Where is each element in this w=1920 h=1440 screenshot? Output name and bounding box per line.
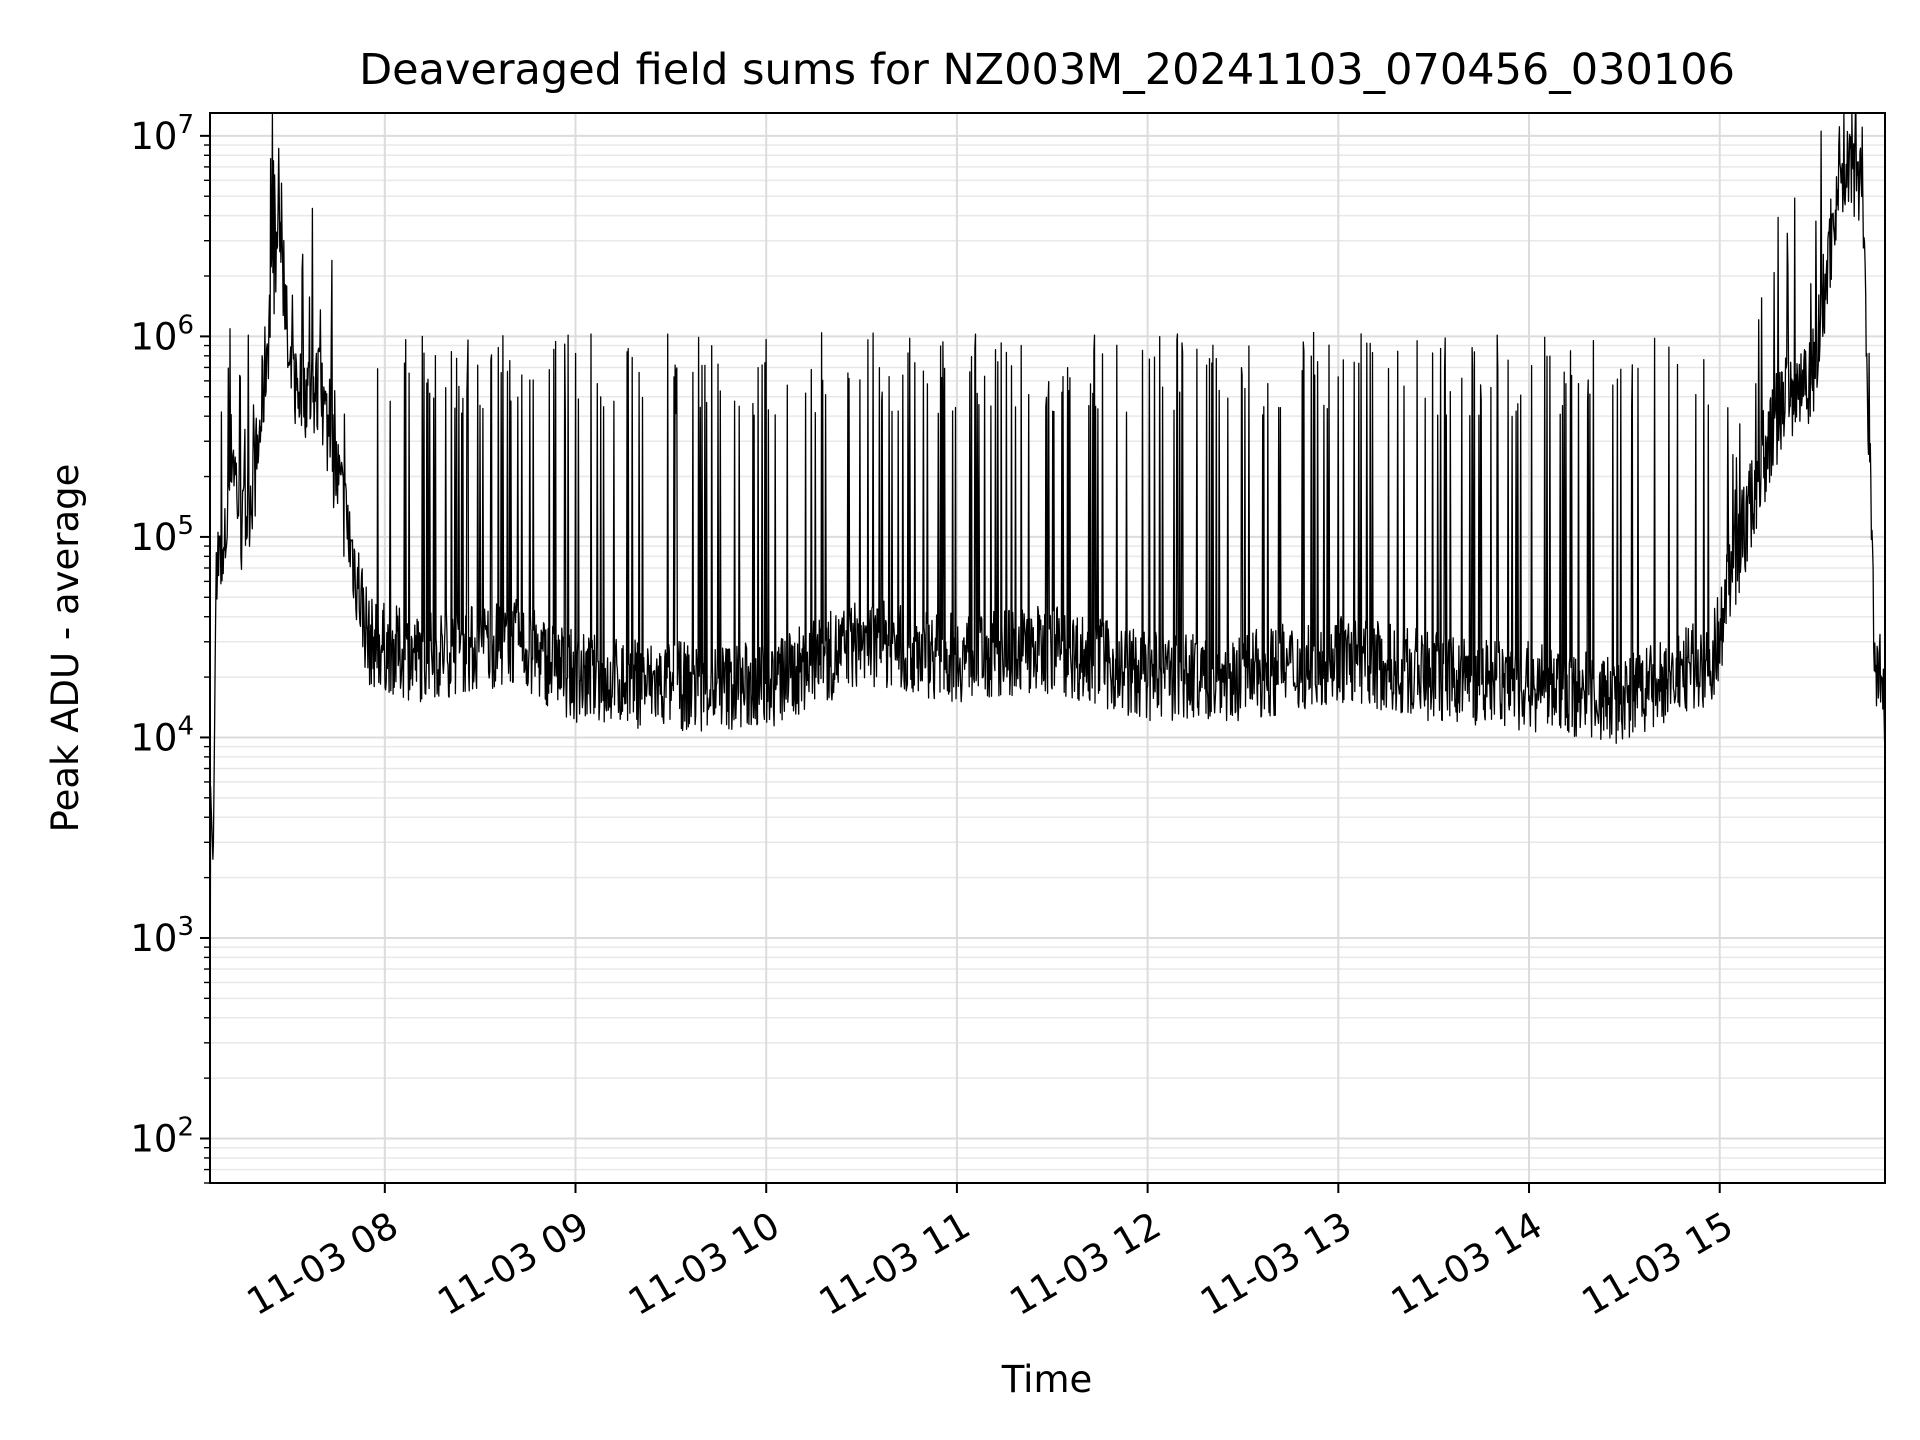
series-line — [209, 112, 1886, 1139]
y-tick-label: 106 — [130, 310, 194, 358]
y-tick-label-base: 10 — [130, 315, 177, 358]
y-tick-label-base: 10 — [130, 716, 177, 759]
plot-frame — [209, 112, 1886, 1184]
x-tick-label: 11-03 12 — [1003, 1204, 1169, 1324]
x-tick-label: 11-03 10 — [621, 1204, 787, 1324]
x-tick-label: 11-03 14 — [1384, 1204, 1550, 1324]
y-tick-label-exponent: 7 — [177, 110, 194, 140]
x-axis: 11-03 08 11-03 09 11-03 10 11-03 11 11-03 12… — [240, 1183, 1740, 1324]
y-tick-label-base: 10 — [130, 516, 177, 559]
y-tick-label-base: 10 — [130, 1118, 177, 1161]
y-tick-label-exponent: 5 — [177, 511, 194, 541]
x-tick-label: 11-03 08 — [240, 1204, 406, 1324]
y-tick-label: 102 — [130, 1113, 194, 1161]
y-tick-label-exponent: 4 — [177, 711, 194, 741]
y-tick-label: 104 — [130, 711, 194, 759]
x-axis-label: Time — [1001, 1358, 1093, 1401]
x-tick-label: 11-03 11 — [812, 1204, 978, 1324]
y-axis-label: Peak ADU - average — [44, 464, 87, 833]
x-tick-label: 11-03 09 — [430, 1204, 596, 1324]
y-tick-label-exponent: 3 — [177, 912, 194, 942]
y-tick-label-base: 10 — [130, 115, 177, 158]
y-tick-label: 103 — [130, 912, 194, 960]
y-tick-label: 107 — [130, 110, 194, 158]
x-tick-label: 11-03 15 — [1575, 1204, 1741, 1324]
y-tick-label-exponent: 2 — [177, 1113, 194, 1143]
chart-title: Deaveraged field sums for NZ003M_2024110… — [359, 45, 1735, 95]
x-tick-label: 11-03 13 — [1193, 1204, 1359, 1324]
y-tick-label: 105 — [130, 511, 194, 559]
y-tick-label-exponent: 6 — [177, 310, 194, 340]
y-tick-label-base: 10 — [130, 917, 177, 960]
